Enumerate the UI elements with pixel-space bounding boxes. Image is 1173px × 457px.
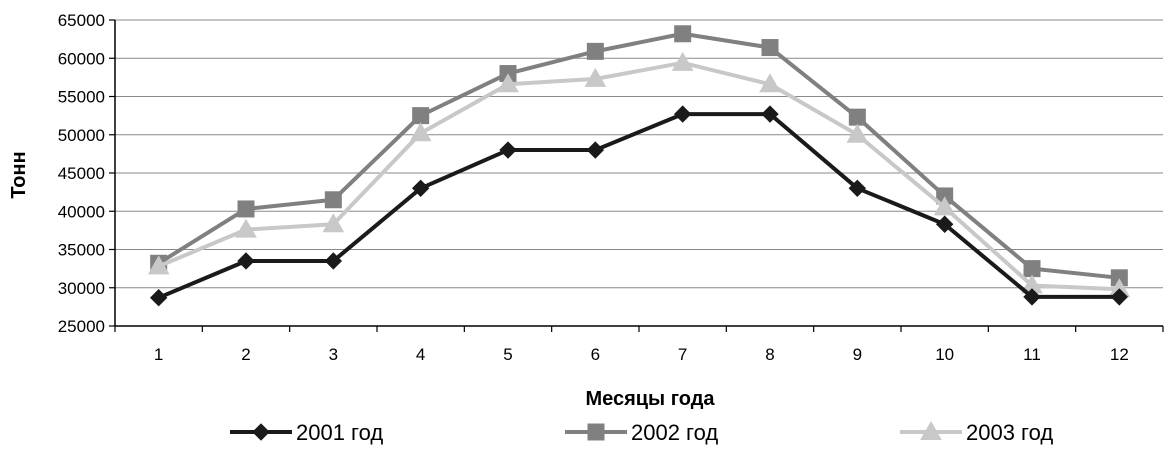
legend-label: 2002 год — [631, 420, 718, 445]
series-2 — [150, 25, 1128, 287]
data-point-triangle — [846, 123, 869, 143]
data-point-square — [761, 39, 779, 57]
data-point-triangle — [933, 196, 956, 216]
data-point-square — [586, 42, 604, 60]
y-tick-label: 50000 — [58, 126, 105, 145]
data-point-square — [237, 200, 255, 218]
grid — [115, 19, 1163, 327]
y-tick-label: 35000 — [58, 241, 105, 260]
legend-marker — [920, 420, 942, 440]
data-point-square — [1023, 260, 1041, 278]
x-tick-label: 12 — [1110, 345, 1129, 364]
axes: 25000 30000 35000 40000 45000 50000 55000 60000… — [58, 11, 1164, 364]
y-tick-label: 60000 — [58, 49, 105, 68]
series — [147, 25, 1131, 307]
x-tick-label: 8 — [765, 345, 774, 364]
data-point-triangle — [147, 255, 170, 275]
legend-item: 2003 год — [900, 420, 1053, 445]
x-tick-label: 5 — [503, 345, 512, 364]
legend-label: 2003 год — [966, 420, 1053, 445]
x-tick-label: 3 — [329, 345, 338, 364]
legend-item: 2002 год — [565, 420, 718, 445]
data-point-triangle — [759, 73, 781, 93]
data-point-diamond — [761, 105, 779, 123]
x-tick-label: 1 — [154, 345, 163, 364]
data-point-triangle — [671, 51, 694, 71]
x-tick-label: 11 — [1023, 345, 1041, 364]
series-line — [157, 60, 1120, 292]
x-axis-title: Месяцы года — [585, 388, 715, 410]
y-axis-title: Тонн — [8, 151, 30, 198]
data-point-triangle — [235, 218, 257, 238]
data-point-square — [674, 25, 692, 43]
data-point-diamond — [411, 179, 430, 198]
x-tick-label: 7 — [678, 345, 687, 364]
data-point-diamond — [673, 105, 692, 123]
x-tick-label: 6 — [591, 345, 600, 364]
legend-label: 2001 год — [296, 420, 383, 445]
x-tick-label: 10 — [935, 345, 954, 364]
data-point-triangle — [409, 122, 432, 142]
legend-item: 2001 год — [230, 420, 383, 445]
x-tick-label: 4 — [416, 345, 425, 364]
data-point-square — [848, 108, 866, 126]
series-1 — [149, 105, 1129, 307]
x-tick-label: 2 — [241, 345, 250, 364]
series-line — [157, 31, 1120, 280]
data-point-diamond — [1023, 288, 1041, 306]
y-tick-label: 40000 — [58, 202, 105, 221]
data-point-triangle — [322, 213, 345, 233]
series-line — [157, 112, 1120, 300]
y-tick-label: 55000 — [58, 88, 105, 107]
legend-marker — [252, 423, 270, 441]
data-point-diamond — [499, 141, 517, 159]
data-point-diamond — [935, 215, 954, 233]
data-point-square — [324, 191, 342, 209]
data-point-diamond — [149, 288, 168, 307]
y-tick-label: 25000 — [58, 317, 105, 336]
data-point-diamond — [586, 141, 605, 159]
legend-marker — [587, 423, 605, 441]
y-tick-label: 65000 — [58, 11, 105, 30]
legend: 2001 год 2002 год 2003 год — [230, 420, 1053, 445]
data-point-diamond — [1110, 288, 1129, 306]
y-tick-label: 30000 — [58, 279, 105, 298]
data-point-triangle — [584, 67, 607, 87]
x-tick-label: 9 — [853, 345, 862, 364]
y-tick-label: 45000 — [58, 164, 105, 183]
series-3 — [147, 51, 1131, 298]
data-point-triangle — [497, 73, 519, 93]
data-point-diamond — [324, 252, 343, 270]
data-point-diamond — [237, 252, 255, 270]
data-point-diamond — [848, 179, 867, 198]
data-point-square — [412, 107, 430, 125]
